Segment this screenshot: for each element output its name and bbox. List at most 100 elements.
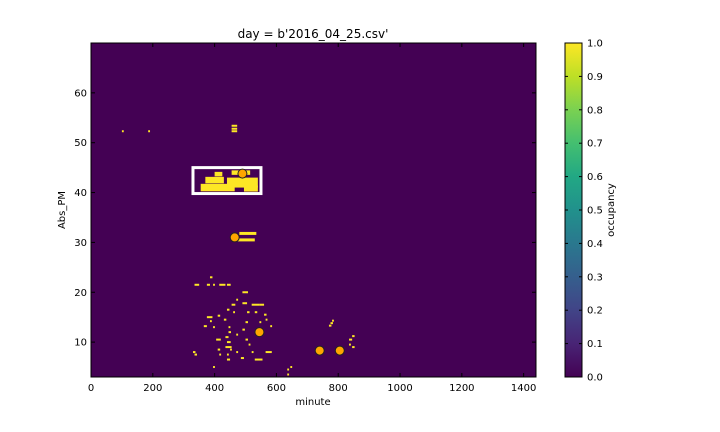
marker-point	[254, 327, 265, 338]
colorbar-tick-label: 0.8	[587, 105, 603, 116]
occupied-cell	[237, 238, 255, 242]
occupied-cell	[213, 326, 215, 329]
occupied-cell	[223, 318, 227, 321]
occupied-cell	[206, 316, 213, 319]
occupied-cell	[231, 124, 238, 127]
occupied-cell	[332, 319, 334, 322]
marker-layer	[229, 168, 345, 356]
occupied-cell	[349, 338, 353, 341]
marker-point	[334, 345, 345, 356]
occupied-cell	[328, 324, 332, 327]
y-tick-label: 10	[74, 338, 87, 349]
occupied-cell	[270, 325, 273, 328]
occupied-cell	[205, 176, 224, 184]
x-axis-label: minute	[295, 397, 330, 408]
occupied-cell	[233, 311, 235, 314]
occupied-cell	[287, 368, 290, 371]
occupied-cell	[217, 314, 221, 317]
occupied-cell	[219, 353, 222, 356]
occupied-cell	[203, 325, 207, 328]
occupied-cell	[251, 351, 254, 354]
colorbar-tick-label: 0.3	[587, 272, 603, 283]
occupied-cell	[192, 351, 196, 354]
occupied-cell	[251, 303, 260, 306]
occupied-cell	[247, 311, 250, 314]
occupied-cell	[265, 351, 272, 354]
occupied-cell	[245, 321, 248, 324]
colorbar-tick-label: 0.7	[587, 139, 603, 150]
colorbar-label: occupancy	[606, 183, 617, 237]
colorbar-tick-label: 0.0	[587, 373, 603, 384]
occupied-cell	[330, 322, 333, 325]
x-tick-label: 1400	[511, 383, 536, 394]
occupied-cell	[226, 283, 231, 286]
occupied-cell	[228, 326, 231, 329]
occupied-cell	[231, 130, 238, 133]
occupied-cell	[254, 358, 263, 361]
x-axis-ticks: 0 200 400 600 800 1000 1200 1400	[88, 43, 536, 394]
plot-frame	[90, 42, 537, 378]
occupied-cell	[239, 231, 257, 235]
occupied-cell	[231, 127, 238, 130]
occupied-cell	[225, 336, 229, 339]
occupied-cell	[206, 283, 210, 286]
colorbar-tick-label: 0.5	[587, 206, 603, 217]
occupied-cell	[287, 373, 290, 376]
colorbar-tick-label: 1.0	[587, 39, 603, 50]
x-tick-label: 400	[205, 383, 224, 394]
colorbar-tick-label: 0.6	[587, 172, 603, 183]
plot-background	[91, 43, 536, 377]
occupied-cell	[225, 346, 232, 349]
occupied-cell	[259, 303, 265, 306]
colorbar-tick-label: 0.2	[587, 306, 603, 317]
occupied-cell	[265, 318, 268, 321]
occupied-cell	[226, 308, 230, 311]
occupied-cell	[240, 357, 244, 360]
colorbar-tick-label: 0.4	[587, 239, 603, 250]
occupied-cell	[236, 298, 239, 301]
occupied-cell	[245, 338, 248, 341]
colorbar-tick-label: 0.1	[587, 339, 603, 350]
occupied-cell	[228, 331, 231, 334]
occupied-cell	[200, 183, 235, 192]
colorbar-ticks: 0.0 0.1 0.2 0.3 0.4 0.5 0.6 0.7 0.8 0.9 1.0	[565, 39, 603, 384]
chart-title: day = b'2016_04_25.csv'	[238, 27, 389, 41]
y-tick-label: 50	[74, 138, 87, 149]
occupied-cell	[254, 311, 258, 314]
occupied-cell	[242, 302, 248, 305]
y-tick-label: 40	[74, 188, 87, 199]
occupied-cell	[226, 353, 229, 356]
y-tick-label: 20	[74, 288, 87, 299]
occupied-cell	[264, 313, 267, 316]
occupied-cell	[352, 346, 355, 349]
occupied-cell	[243, 185, 258, 192]
occupied-cell	[231, 303, 236, 306]
occupied-cell	[290, 366, 293, 369]
occupied-cell	[217, 348, 221, 351]
occupied-cell	[242, 328, 245, 331]
highlight-box-layer	[191, 166, 263, 196]
occupied-cell	[349, 343, 351, 346]
x-tick-label: 600	[267, 383, 286, 394]
occupied-cell	[352, 335, 355, 338]
occupied-cell	[226, 341, 231, 344]
occupied-cell	[236, 333, 239, 336]
occupied-cell	[148, 130, 151, 133]
y-tick-label: 60	[74, 88, 87, 99]
marker-point	[237, 168, 248, 179]
y-tick-label: 30	[74, 238, 87, 249]
x-tick-label: 200	[143, 383, 162, 394]
occupied-cell	[226, 358, 231, 361]
occupied-cell	[213, 366, 215, 369]
occupied-cell	[242, 291, 248, 294]
occupied-cell	[214, 171, 223, 177]
marker-point	[314, 345, 325, 356]
x-tick-label: 0	[88, 383, 94, 394]
occupied-cell	[219, 283, 226, 286]
occupied-cell	[259, 321, 262, 324]
occupied-cell	[209, 276, 213, 279]
occupied-cell	[213, 283, 215, 286]
occupied-cell	[230, 348, 232, 351]
x-tick-label: 800	[329, 383, 348, 394]
